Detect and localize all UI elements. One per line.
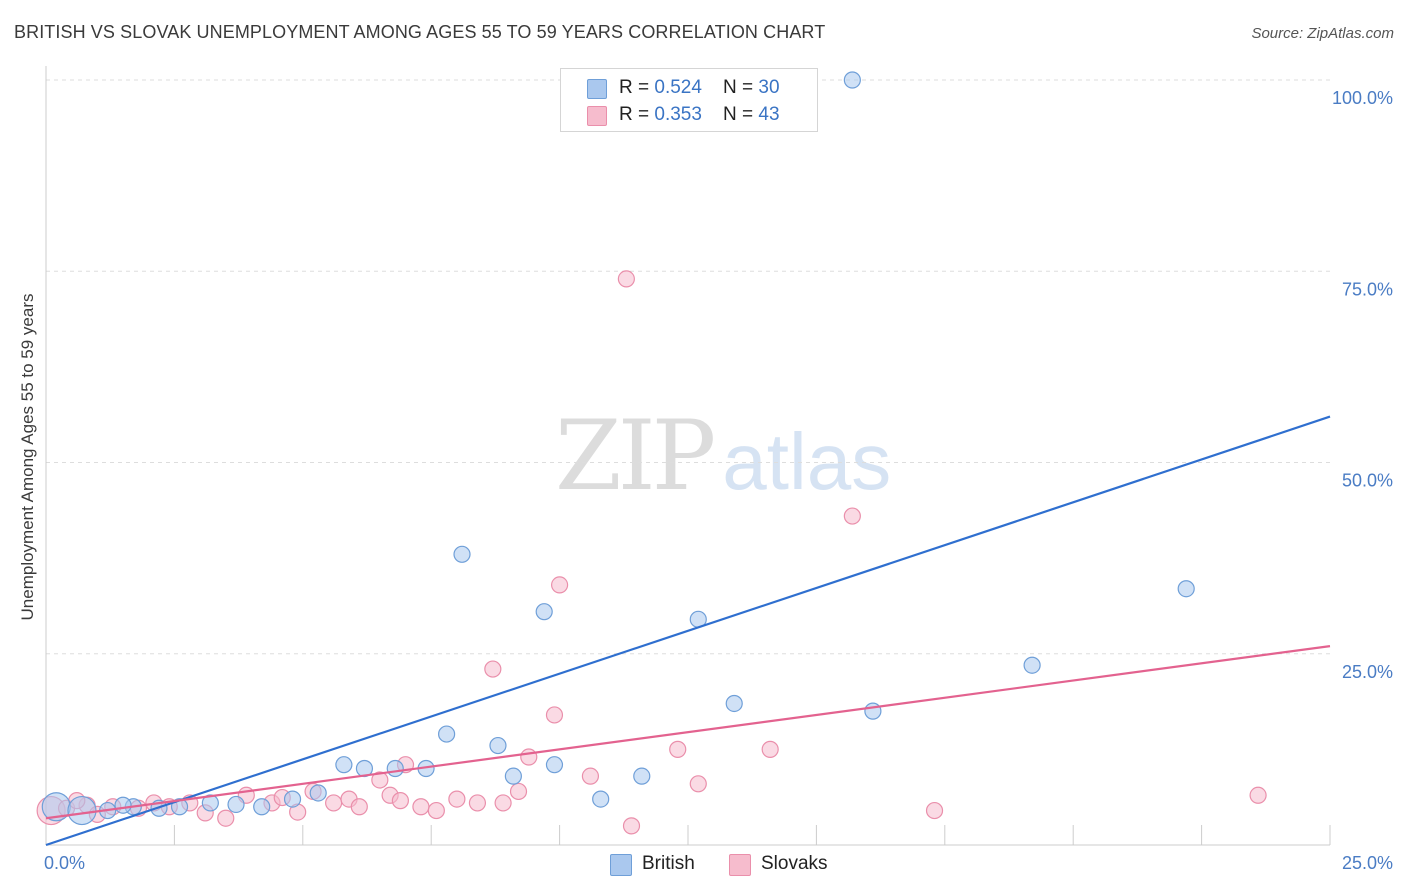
british-point: [309, 784, 327, 802]
legend-slovaks-text: R = 0.353 N = 43: [619, 104, 780, 126]
british-point: [438, 725, 456, 743]
y-tick-label: 100.0%: [1332, 88, 1393, 108]
slovaks-point: [391, 792, 409, 810]
slovaks-point: [550, 576, 569, 594]
slovaks-point: [412, 798, 430, 816]
slovaks-point: [617, 270, 635, 288]
british-point: [545, 756, 564, 774]
british-point: [1177, 580, 1195, 598]
slovaks-point: [843, 507, 861, 525]
legend-british-r-label: R =: [619, 77, 655, 98]
watermark: ZIP atlas: [555, 400, 891, 512]
british-point: [489, 736, 507, 755]
slovaks-point: [509, 782, 528, 801]
slovaks-point: [448, 790, 466, 808]
watermark-atlas: atlas: [722, 417, 892, 506]
slovaks-point: [494, 794, 512, 812]
slovaks-point: [1249, 786, 1267, 804]
correlation-legend: R = 0.524 N = 30 R = 0.353 N = 43: [560, 68, 818, 132]
slovaks-point: [350, 798, 368, 816]
british-point: [335, 756, 353, 774]
british-point: [504, 767, 522, 785]
british-point: [535, 603, 553, 621]
british-point: [67, 795, 97, 826]
x-tick-label: 0.0%: [44, 853, 85, 873]
slovaks-swatch: [587, 106, 607, 126]
british-point: [843, 71, 861, 89]
british-swatch: [587, 79, 607, 99]
british-point: [227, 795, 245, 814]
x-tick-label: 25.0%: [1342, 853, 1393, 873]
slovaks-point: [520, 748, 538, 766]
slovaks-trend-line: [45, 645, 1331, 820]
slovaks-point: [427, 801, 445, 820]
british-point: [725, 694, 743, 713]
british-point: [201, 794, 219, 812]
bottom-british-label: British: [642, 853, 695, 874]
slovaks-point: [325, 794, 343, 812]
british-point: [1023, 656, 1041, 674]
bottom-british-swatch: [610, 854, 632, 876]
legend-british-n-label: N =: [723, 77, 759, 98]
slovaks-point: [545, 706, 564, 724]
chart-title: BRITISH VS SLOVAK UNEMPLOYMENT AMONG AGE…: [14, 22, 826, 42]
legend-british-text: R = 0.524 N = 30: [619, 77, 780, 99]
slovaks-point: [761, 740, 779, 758]
slovaks-point: [371, 771, 389, 789]
slovaks-point: [217, 809, 235, 827]
legend-british-n: 30: [758, 77, 780, 98]
y-tick-label: 50.0%: [1342, 471, 1393, 491]
british-point: [633, 767, 651, 785]
slovaks-point: [581, 767, 600, 785]
legend-slovaks-n: 43: [758, 104, 780, 125]
legend-slovaks-r-label: R =: [619, 104, 655, 125]
slovaks-point: [689, 775, 707, 793]
british-point: [453, 545, 471, 563]
british-point: [283, 790, 302, 808]
bottom-slovaks-label: Slovaks: [761, 853, 828, 874]
y-tick-label: 25.0%: [1342, 662, 1393, 682]
watermark-zip: ZIP: [555, 400, 716, 512]
slovaks-point: [468, 794, 487, 812]
british-point: [253, 798, 271, 816]
slovaks-point: [669, 740, 687, 758]
legend-british-r: 0.524: [654, 77, 702, 98]
slovaks-point: [484, 660, 502, 678]
british-point: [592, 790, 610, 808]
british-trend-line: [45, 415, 1331, 847]
bottom-slovaks-swatch: [729, 854, 751, 876]
british-point: [386, 759, 404, 778]
y-tick-label: 75.0%: [1342, 279, 1393, 299]
legend-slovaks-r: 0.353: [654, 104, 702, 125]
british-point: [114, 796, 132, 814]
legend-slovaks-n-label: N =: [723, 104, 759, 125]
slovaks-point: [622, 817, 641, 835]
slovaks-point: [925, 801, 944, 820]
source-label: Source: ZipAtlas.com: [1251, 25, 1394, 42]
